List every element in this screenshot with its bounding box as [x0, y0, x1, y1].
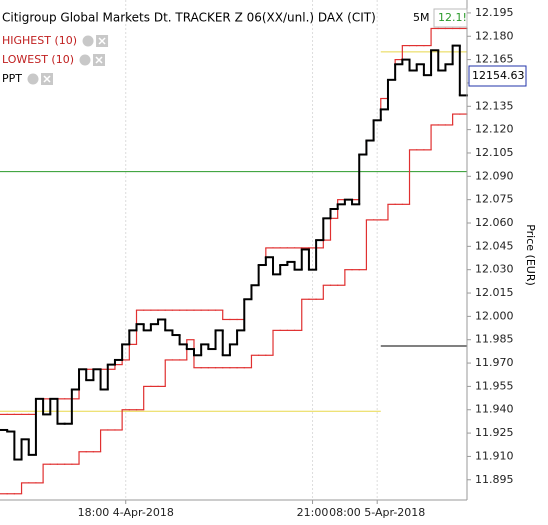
y-tick-label: 12.030: [475, 263, 514, 276]
legend: HIGHEST (10) LOWEST (10) PPT: [2, 34, 109, 85]
x-tick-label: 21:00: [297, 506, 329, 519]
y-tick-label: 11.955: [475, 379, 514, 392]
series: [0, 44, 468, 461]
series: [0, 113, 468, 495]
legend-icon: [82, 35, 94, 47]
y-tick-label: 12.180: [475, 29, 514, 42]
y-tick-label: 12.015: [475, 286, 514, 299]
legend-icon: [95, 56, 103, 64]
y-tick-label: 12.075: [475, 193, 514, 206]
y-tick-label: 11.910: [475, 449, 514, 462]
y-tick-label: 11.940: [475, 403, 514, 416]
y-tick-label: 12.045: [475, 239, 514, 252]
x-tick-label: 08:00 5-Apr-2018: [329, 506, 425, 519]
y-tick-label: 12.090: [475, 169, 514, 182]
legend-icon: [79, 54, 91, 66]
last-badge: 12.1!: [438, 11, 467, 24]
y-tick-label: 12.195: [475, 6, 514, 19]
plot: [0, 0, 468, 500]
interval: 5M: [413, 11, 430, 24]
legend-icon: [27, 73, 39, 85]
y-axis-label: Price (EUR): [524, 224, 537, 286]
legend-label: LOWEST (10): [2, 53, 74, 66]
y-tick-label: 12.135: [475, 99, 514, 112]
value-box-text: 12154.63: [472, 69, 525, 82]
y-tick-label: 11.985: [475, 333, 514, 346]
legend-label: HIGHEST (10): [2, 34, 77, 47]
legend-label: PPT: [2, 72, 22, 85]
y-tick-label: 11.895: [475, 473, 514, 486]
y-tick-label: 12.060: [475, 216, 514, 229]
last-badge-box: [433, 8, 468, 28]
y-tick-label: 11.970: [475, 356, 514, 369]
x-tick-label: 18:00 4-Apr-2018: [78, 506, 174, 519]
y-tick-label: 12.165: [475, 53, 514, 66]
value-box: [468, 65, 527, 87]
legend-icon: [98, 37, 106, 45]
chart-title: Citigroup Global Markets Dt. TRACKER Z 0…: [2, 11, 376, 25]
legend-icon: [43, 75, 51, 83]
y-tick-label: 11.925: [475, 426, 514, 439]
y-tick-label: 12.105: [475, 146, 514, 159]
y-tick-label: 12.000: [475, 309, 514, 322]
y-tick-label: 12.120: [475, 123, 514, 136]
